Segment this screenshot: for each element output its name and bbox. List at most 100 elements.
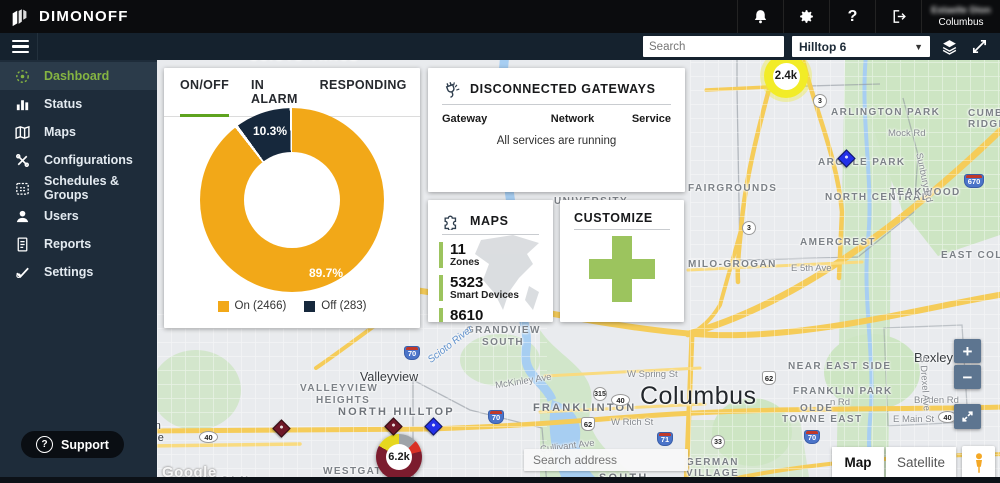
col-gateway: Gateway xyxy=(442,113,488,125)
legend-off: Off (283) xyxy=(304,300,366,312)
customize-card-title: CUSTOMIZE xyxy=(560,200,684,229)
map-type-label: Map xyxy=(844,454,872,470)
sidebar-item-label: Maps xyxy=(44,125,76,139)
sidebar-toggle-button[interactable] xyxy=(0,33,38,60)
bottom-strip xyxy=(0,477,1000,483)
legend-on-label: On (2466) xyxy=(234,300,287,312)
stat-smart-devices-label: Smart Devices xyxy=(450,290,519,301)
notifications-button[interactable] xyxy=(737,0,783,33)
route-shield-state: 33 xyxy=(711,435,725,449)
sidebar-item-label: Users xyxy=(44,209,79,223)
minus-icon: − xyxy=(962,367,973,387)
plus-icon: + xyxy=(962,341,973,361)
divider xyxy=(442,234,539,235)
support-button[interactable]: ? Support xyxy=(21,431,124,458)
disconnected-plug-icon xyxy=(445,82,460,98)
map-label: GERMAN xyxy=(686,457,739,468)
satellite-type-label: Satellite xyxy=(896,454,946,470)
divider xyxy=(574,229,670,230)
stat-smart-devices-value: 5323 xyxy=(450,274,484,291)
sidebar-item-dashboard[interactable]: Dashboard xyxy=(0,62,157,90)
customize-card: CUSTOMIZE xyxy=(560,200,684,322)
zoom-out-button[interactable]: − xyxy=(954,365,981,389)
sidebar-item-maps[interactable]: Maps xyxy=(0,118,157,146)
dimonoff-logo-icon xyxy=(12,8,27,26)
satellite-type-button[interactable]: Satellite xyxy=(886,447,956,477)
pegman-control[interactable] xyxy=(962,446,995,479)
tab-responding[interactable]: RESPONDING xyxy=(319,78,407,92)
fullscreen-button[interactable] xyxy=(968,36,990,58)
map-label: Valleyview xyxy=(360,370,419,384)
route-shield-us: 40 xyxy=(199,431,218,443)
network-selected-value: Hilltop 6 xyxy=(799,39,847,54)
map-address-search[interactable] xyxy=(524,449,688,471)
donut-off-percent: 10.3% xyxy=(252,124,288,138)
route-shield-us: 40 xyxy=(938,411,957,423)
map-label: NEAR EAST SIDE xyxy=(788,361,892,372)
expand-icon xyxy=(962,411,973,422)
sidebar-item-settings[interactable]: Settings xyxy=(0,258,157,286)
map-label: HEIGHTS xyxy=(316,395,371,406)
user-name: Estaelle Dion xyxy=(931,5,991,16)
map-label: NORTH CENTRAL xyxy=(825,192,930,203)
cluster-count: 2.4k xyxy=(772,62,800,90)
layers-button[interactable] xyxy=(938,36,960,58)
brand-name: DIMONOFF xyxy=(39,8,129,25)
sidebar-item-reports[interactable]: Reports xyxy=(0,230,157,258)
add-widget-button[interactable] xyxy=(589,236,655,302)
col-service: Service xyxy=(631,113,671,125)
map-label: EAST COLUMBUS xyxy=(941,250,1000,261)
device-cluster-marker[interactable]: 2.4k xyxy=(764,60,808,98)
sidebar-item-status[interactable]: Status xyxy=(0,90,157,118)
map-label: W Spring St xyxy=(627,369,678,380)
gateways-card-title: DISCONNECTED GATEWAYS xyxy=(428,68,685,104)
map-label-city: Columbus xyxy=(640,382,757,410)
address-search-input[interactable] xyxy=(524,449,688,471)
route-shield-interstate: 71 xyxy=(657,432,673,446)
map-label: TEAKWOOD xyxy=(890,187,961,198)
search-input[interactable] xyxy=(643,36,784,57)
maps-card-title: MAPS xyxy=(428,200,553,234)
zoom-in-button[interactable]: + xyxy=(954,339,981,363)
customize-card-title-text: CUSTOMIZE xyxy=(574,211,653,225)
cluster-count: 6.2k xyxy=(386,444,412,470)
map-label: ARGYLE PARK xyxy=(818,157,906,168)
network-select[interactable]: Hilltop 6 ▼ xyxy=(792,36,930,57)
tab-in-alarm[interactable]: IN ALARM xyxy=(251,78,298,106)
map-label: VILLAGE xyxy=(686,468,740,479)
logout-button[interactable] xyxy=(875,0,921,33)
maps-summary-card[interactable]: MAPS 11 Zones 5323 Smart Devices 8610 To… xyxy=(428,200,553,322)
settings-button[interactable] xyxy=(783,0,829,33)
map-type-button[interactable]: Map xyxy=(832,447,884,477)
top-app-bar: DIMONOFF ? Estaelle Dion Columbus xyxy=(0,0,1000,33)
settings-check-icon xyxy=(16,267,29,278)
sidebar-item-label: Reports xyxy=(44,237,92,251)
fullscreen-map-button[interactable] xyxy=(954,404,981,429)
map-label: SOUTH xyxy=(482,337,524,348)
help-button[interactable]: ? xyxy=(829,0,875,33)
map-label: VALLEYVIEW xyxy=(300,383,379,394)
map-label: NORTH HILLTOP xyxy=(338,406,455,418)
stat-zones: 11 Zones xyxy=(439,242,553,268)
map-label: AMERCREST xyxy=(800,237,876,248)
map-toolbar: Hilltop 6 ▼ xyxy=(0,33,1000,60)
bell-icon xyxy=(754,10,767,24)
divider xyxy=(442,104,671,105)
route-shield-interstate: 70 xyxy=(804,430,820,444)
report-document-icon xyxy=(17,236,28,252)
sidebar-item-schedules-groups[interactable]: Schedules & Groups xyxy=(0,174,157,202)
sidebar-item-users[interactable]: Users xyxy=(0,202,157,230)
stat-smart-devices: 5323 Smart Devices xyxy=(439,275,553,301)
tab-on-off[interactable]: ON/OFF xyxy=(180,78,230,117)
google-attribution: Google xyxy=(162,464,217,481)
legend-off-swatch xyxy=(304,300,316,312)
expand-arrows-icon xyxy=(972,39,986,54)
maps-card-title-text: MAPS xyxy=(470,213,509,228)
sidebar-item-configurations[interactable]: Configurations xyxy=(0,146,157,174)
user-account-menu[interactable]: Estaelle Dion Columbus xyxy=(921,0,1000,33)
bar-chart-icon xyxy=(16,99,29,110)
map-label: CUMBERLAND RIDGE xyxy=(968,108,1000,130)
legend-on-swatch xyxy=(217,300,229,312)
map-label: WESTGATE xyxy=(323,466,391,477)
device-cluster-marker[interactable]: 6.2k xyxy=(376,434,422,480)
